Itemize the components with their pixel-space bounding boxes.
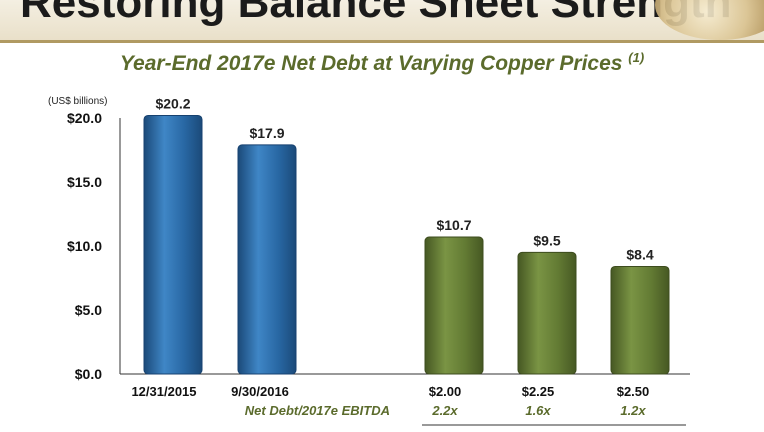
bars (143, 114, 670, 375)
bar-2 (424, 236, 484, 375)
chart-title-text: Year-End 2017e Net Debt at Varying Coppe… (119, 52, 623, 75)
value-labels: $20.2 $17.9 $10.7 $9.5 $8.4 (155, 95, 653, 262)
value-label: $8.4 (626, 246, 653, 262)
bar-0 (143, 114, 203, 375)
ratio-caption: Net Debt/2017e EBITDA (245, 403, 390, 418)
ebitda-ratio: 1.6x (525, 403, 551, 418)
header-rule (0, 40, 764, 43)
y-tick-label: $10.0 (67, 238, 102, 254)
x-tick-label: 9/30/2016 (231, 384, 289, 399)
chart-title: Year-End 2017e Net Debt at Varying Coppe… (0, 50, 764, 76)
y-tick-label: $0.0 (75, 366, 102, 382)
header-band: Restoring Balance Sheet Strength (0, 0, 764, 40)
y-tick-label: $20.0 (67, 110, 102, 126)
value-label: $20.2 (155, 95, 190, 111)
x-tick-label: $2.50 (617, 384, 650, 399)
bar-3 (517, 251, 577, 375)
bar-1 (237, 144, 297, 375)
ebitda-ratio: 1.2x (620, 403, 646, 418)
x-axis-labels: 12/31/2015 9/30/2016 $2.00 $2.25 $2.50 (131, 384, 649, 399)
x-tick-label: $2.00 (429, 384, 462, 399)
value-label: $9.5 (533, 232, 560, 248)
y-axis-ticks: $0.0 $5.0 $10.0 $15.0 $20.0 (67, 110, 102, 382)
unit-label: (US$ billions) (48, 96, 107, 107)
y-tick-label: $15.0 (67, 174, 102, 190)
y-tick-label: $5.0 (75, 302, 102, 318)
x-tick-label: 12/31/2015 (131, 384, 196, 399)
x-tick-label: $2.25 (522, 384, 555, 399)
value-label: $10.7 (436, 217, 471, 233)
ebitda-ratio: 2.2x (431, 403, 458, 418)
ebitda-ratios: 2.2x 1.6x 1.2x (431, 403, 646, 418)
value-label: $17.9 (249, 125, 284, 141)
chart-title-footnote: (1) (628, 50, 645, 65)
bar-4 (610, 265, 670, 375)
slide-title: Restoring Balance Sheet Strength (20, 0, 732, 27)
